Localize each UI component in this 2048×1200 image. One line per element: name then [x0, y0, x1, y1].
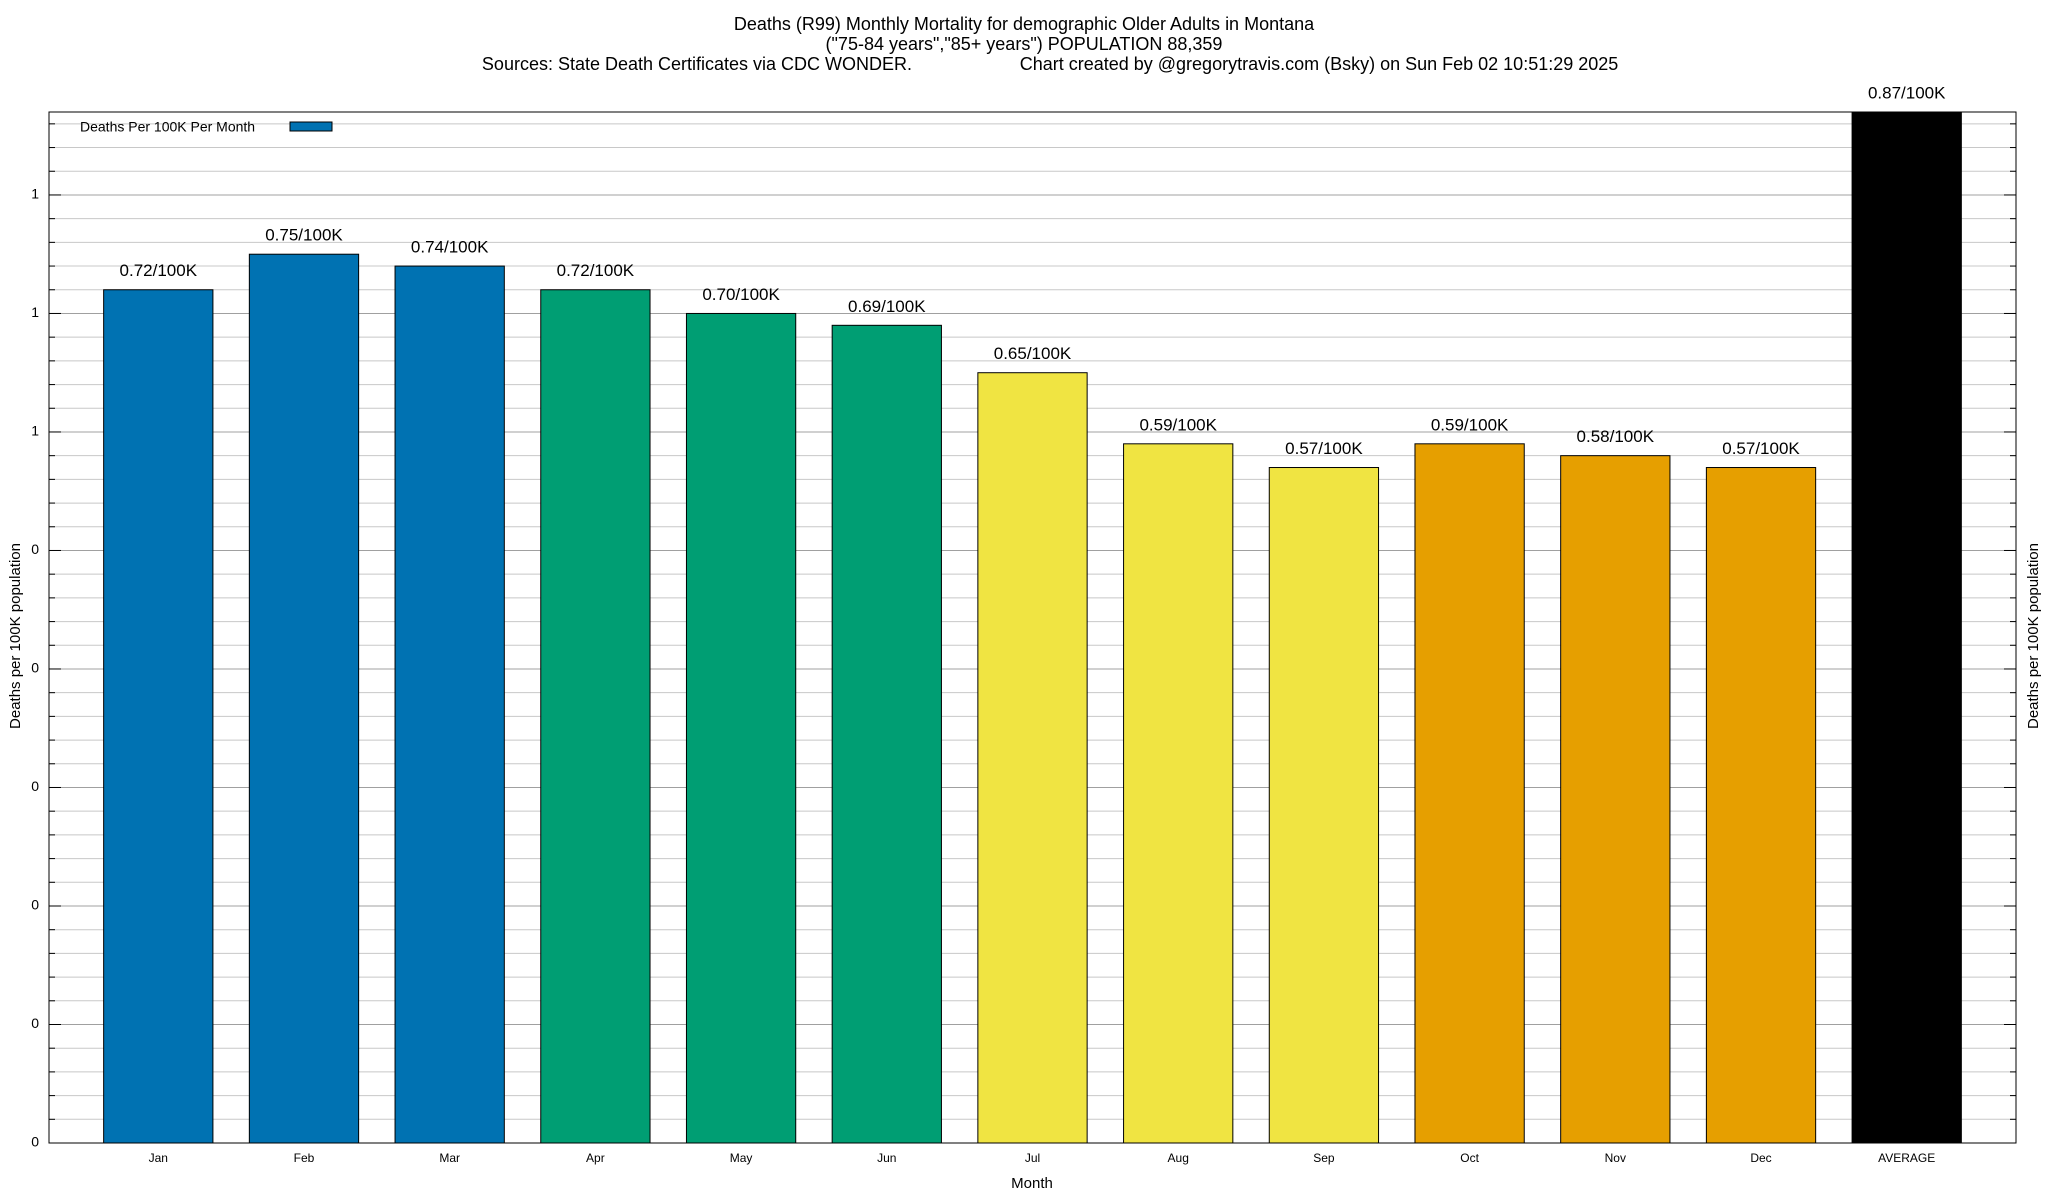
x-tick-label: Jul [1025, 1151, 1040, 1165]
data-label: 0.65/100K [994, 344, 1072, 363]
data-label: 0.59/100K [1431, 415, 1509, 434]
bar [977, 372, 1088, 1144]
x-tick-label: Dec [1750, 1151, 1771, 1165]
y-tick-label: 0 [31, 541, 39, 557]
bar [1851, 111, 1962, 1144]
x-tick-label: Oct [1460, 1151, 1479, 1165]
bar [831, 324, 942, 1144]
y-tick-label: 1 [31, 423, 39, 439]
data-label: 0.72/100K [557, 261, 635, 280]
bar [540, 289, 651, 1144]
data-label: 0.57/100K [1722, 439, 1800, 458]
chart-subtitle: ("75-84 years","85+ years") POPULATION 8… [826, 34, 1223, 54]
sources: Sources: State Death Certificates via CD… [482, 54, 912, 74]
y2-axis-label: Deaths per 100K population [2025, 543, 2042, 729]
x-tick-label: Jan [149, 1151, 168, 1165]
y-tick-label: 0 [31, 778, 39, 794]
credit: Chart created by @gregorytravis.com (Bsk… [1020, 54, 1619, 74]
x-tick-label: Sep [1313, 1151, 1335, 1165]
y-tick-label: 0 [31, 1134, 39, 1150]
y-tick-label: 1 [31, 186, 39, 202]
data-label: 0.58/100K [1577, 427, 1655, 446]
legend-label: Deaths Per 100K Per Month [80, 119, 255, 135]
x-tick-label: Nov [1605, 1151, 1626, 1165]
bar [1560, 455, 1671, 1144]
data-label: 0.75/100K [265, 226, 343, 245]
bar [248, 253, 360, 1144]
bar [1705, 467, 1817, 1144]
bar [394, 265, 505, 1144]
legend-swatch [289, 121, 333, 132]
x-axis-label: Month [1011, 1175, 1053, 1192]
bar [1123, 443, 1234, 1144]
y-tick-label: 0 [31, 897, 39, 913]
x-tick-label: Apr [586, 1151, 605, 1165]
data-label: 0.59/100K [1139, 415, 1217, 434]
bar [685, 312, 797, 1144]
bar [1414, 443, 1525, 1144]
plot-frame [48, 111, 2017, 1144]
bar [1268, 467, 1380, 1144]
y-axis-label: Deaths per 100K population [7, 543, 24, 729]
x-tick-label: Jun [877, 1151, 896, 1165]
x-tick-label: AVERAGE [1878, 1151, 1935, 1165]
x-tick-label: May [730, 1151, 753, 1165]
y-tick-label: 0 [31, 1015, 39, 1031]
x-tick-label: Aug [1168, 1151, 1189, 1165]
data-label: 0.69/100K [848, 297, 926, 316]
chart-title: Deaths (R99) Monthly Mortality for demog… [734, 14, 1315, 34]
bar [103, 289, 214, 1144]
data-label: 0.70/100K [702, 285, 780, 304]
data-label: 0.57/100K [1285, 439, 1363, 458]
x-tick-label: Mar [439, 1151, 460, 1165]
y-tick-label: 0 [31, 660, 39, 676]
data-label: 0.74/100K [411, 238, 489, 257]
x-tick-label: Feb [294, 1151, 315, 1165]
y-tick-label: 1 [31, 304, 39, 320]
data-label: 0.72/100K [120, 261, 198, 280]
data-label: 0.87/100K [1868, 83, 1946, 102]
